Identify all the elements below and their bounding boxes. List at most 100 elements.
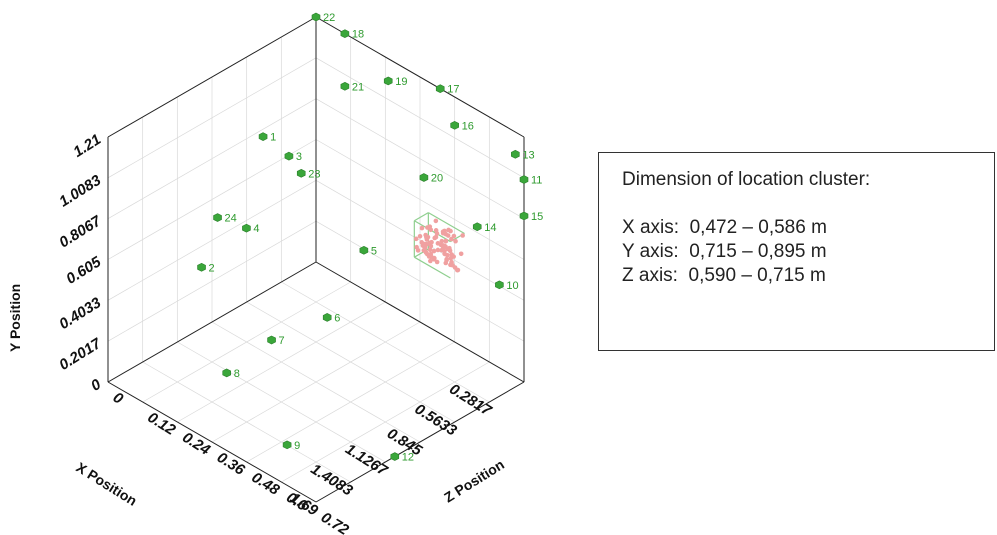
node-label: 17 bbox=[447, 84, 459, 96]
cluster-point bbox=[419, 225, 425, 231]
cluster-point bbox=[426, 254, 432, 259]
node-1: 1 bbox=[258, 132, 276, 144]
grid-lines bbox=[107, 16, 525, 503]
cluster-point bbox=[443, 238, 449, 244]
cluster-point bbox=[431, 257, 437, 262]
frame-edge bbox=[107, 261, 317, 383]
node-marker bbox=[450, 121, 459, 130]
cluster-point bbox=[458, 251, 464, 257]
node-marker bbox=[383, 76, 393, 86]
node-label: 9 bbox=[294, 440, 300, 452]
node-label: 3 bbox=[296, 151, 302, 163]
node-marker bbox=[359, 245, 369, 255]
node-13: 13 bbox=[511, 149, 535, 161]
cluster-dimension-box: Dimension of location cluster: X axis: 0… bbox=[598, 152, 995, 351]
node-marker bbox=[390, 452, 400, 461]
z-axis-title: Z Position bbox=[441, 456, 507, 505]
node-label: 1 bbox=[270, 132, 276, 144]
node-label: 2 bbox=[209, 262, 215, 274]
node-5: 5 bbox=[359, 245, 377, 257]
frame-edge bbox=[315, 381, 525, 503]
node-marker bbox=[519, 211, 529, 221]
x-axis-title: X Position bbox=[73, 459, 140, 509]
cluster-point bbox=[443, 260, 449, 266]
info-row-x: X axis: 0,472 – 0,586 m bbox=[622, 217, 827, 238]
cluster-point bbox=[431, 248, 437, 254]
cluster-point bbox=[434, 259, 440, 265]
node-marker bbox=[519, 175, 529, 184]
node-17: 17 bbox=[435, 84, 459, 96]
node-marker bbox=[258, 132, 268, 141]
node-24: 24 bbox=[213, 213, 237, 225]
node-7: 7 bbox=[267, 335, 285, 347]
cluster-point bbox=[440, 244, 446, 250]
cluster-point bbox=[428, 258, 433, 264]
node-marker bbox=[495, 280, 504, 290]
plot-frame bbox=[107, 16, 525, 503]
cluster-point bbox=[433, 218, 439, 224]
node-label: 20 bbox=[431, 173, 443, 185]
node-label: 10 bbox=[506, 280, 518, 292]
node-14: 14 bbox=[472, 222, 496, 234]
cluster-point bbox=[433, 234, 439, 240]
node-10: 10 bbox=[495, 280, 519, 292]
cluster-point bbox=[455, 267, 460, 273]
node-label: 16 bbox=[462, 120, 474, 132]
node-marker bbox=[322, 313, 332, 322]
cluster-point bbox=[445, 233, 451, 238]
z-tick-label: 0.36 bbox=[214, 449, 248, 479]
node-marker bbox=[197, 262, 206, 272]
cluster-box-edge bbox=[414, 212, 429, 222]
node-marker bbox=[340, 81, 350, 91]
cluster-point bbox=[449, 236, 454, 242]
cluster-point bbox=[427, 240, 433, 246]
node-8: 8 bbox=[222, 368, 240, 380]
node-label: 12 bbox=[402, 452, 414, 464]
node-6: 6 bbox=[322, 312, 340, 324]
node-15: 15 bbox=[519, 211, 543, 223]
cluster-point bbox=[415, 248, 421, 253]
frame-edge bbox=[315, 16, 525, 138]
frame-edge bbox=[315, 261, 525, 383]
y-tick-label: 0 bbox=[88, 376, 105, 395]
cluster-point bbox=[433, 228, 439, 233]
node-16: 16 bbox=[450, 120, 474, 132]
cluster-point bbox=[444, 256, 449, 262]
x-tick-label: 1.4083 bbox=[308, 461, 356, 500]
node-marker bbox=[419, 173, 429, 182]
node-marker bbox=[282, 440, 292, 450]
cluster-point bbox=[440, 229, 446, 235]
node-11: 11 bbox=[519, 175, 542, 187]
node-label: 8 bbox=[234, 368, 240, 380]
node-label: 22 bbox=[323, 12, 335, 24]
node-label: 23 bbox=[308, 168, 320, 180]
info-title: Dimension of location cluster: bbox=[622, 169, 871, 190]
node-19: 19 bbox=[383, 76, 407, 88]
y-tick-label: 0.8067 bbox=[56, 212, 104, 251]
x-tick-label: 0.2817 bbox=[446, 381, 494, 420]
node-marker bbox=[284, 151, 294, 161]
node-label: 15 bbox=[531, 211, 543, 223]
3d-scatter-plot: 123456789101112131415161718192021222324 … bbox=[7, 12, 543, 535]
z-tick-label: 0 bbox=[110, 389, 127, 408]
cluster-point bbox=[413, 236, 419, 242]
cluster-point bbox=[448, 228, 453, 234]
node-label: 24 bbox=[225, 213, 237, 225]
node-label: 19 bbox=[395, 76, 407, 88]
cluster-point bbox=[425, 225, 430, 230]
node-label: 21 bbox=[352, 81, 364, 93]
cluster-point bbox=[439, 238, 445, 244]
y-tick-label: 0.2017 bbox=[56, 335, 104, 374]
grid-line bbox=[281, 361, 490, 483]
node-marker bbox=[242, 223, 251, 233]
cluster-box-edge bbox=[414, 256, 451, 279]
node-marker bbox=[435, 84, 445, 94]
y-tick-label: 0.605 bbox=[63, 253, 104, 288]
node-label: 13 bbox=[522, 149, 534, 161]
location-cluster bbox=[413, 212, 465, 279]
cluster-point bbox=[445, 246, 451, 252]
info-row-z: Z axis: 0,590 – 0,715 m bbox=[622, 265, 826, 286]
node-label: 4 bbox=[253, 223, 259, 235]
node-marker bbox=[296, 168, 306, 178]
cluster-point bbox=[451, 233, 457, 239]
